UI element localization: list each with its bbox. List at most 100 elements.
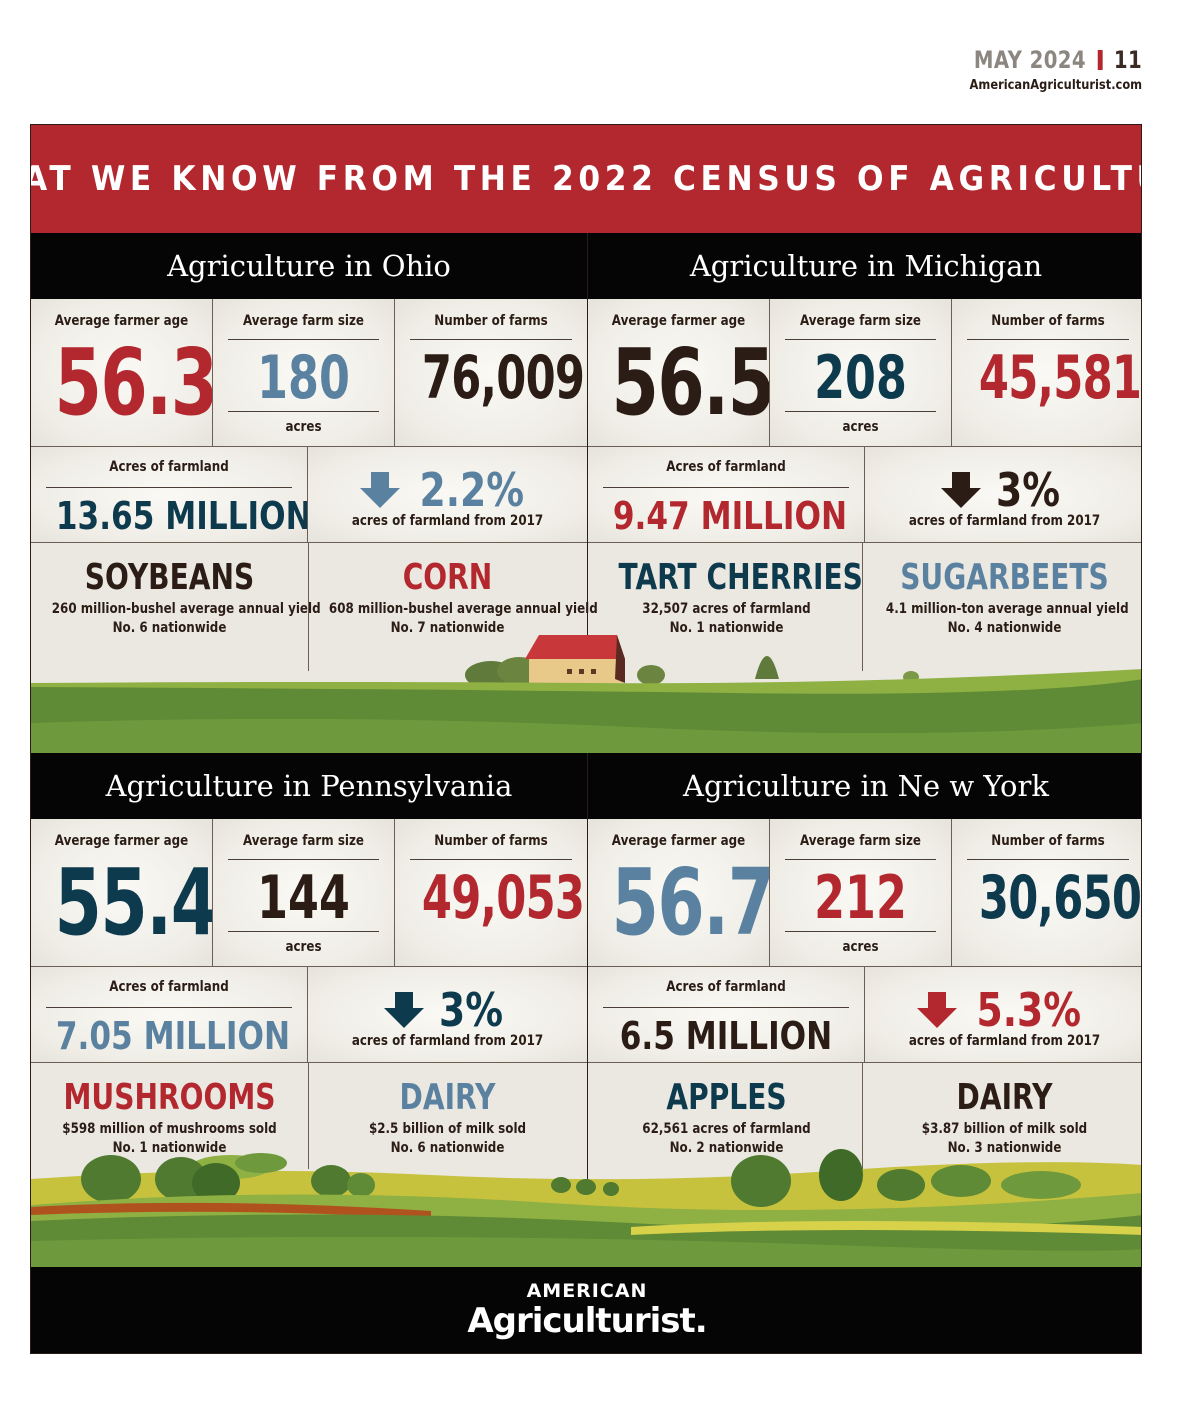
farmland-change-row: 5.3%: [865, 983, 1141, 1037]
divider: [308, 1063, 309, 1169]
top-crop-1: SOYBEANS 260 million-bushel average annu…: [31, 545, 321, 681]
farmland-value: 13.65 MILLION: [55, 494, 308, 538]
rolling-hills-illustration: [31, 1149, 1141, 1267]
farm-size-value: 144: [257, 863, 350, 933]
farm-size-value: 208: [814, 343, 907, 413]
farmland-change-cell: 2.2% acres of farmland from 2017: [308, 447, 587, 543]
number-of-farms-value: 45,581: [978, 343, 1142, 413]
state-header: Agriculture in Michigan: [588, 233, 1141, 299]
number-of-farms-cell: Number of farms 45,581: [952, 299, 1142, 447]
website-link[interactable]: AmericanAgriculturist.com: [969, 78, 1142, 93]
issue-month: MAY 2024: [973, 46, 1086, 74]
crop-name: APPLES: [666, 1077, 787, 1118]
farmland-change-row: 2.2%: [308, 465, 587, 515]
farmland-cell: Acres of farmland 6.5 MILLION: [588, 967, 865, 1063]
down-arrow-icon: [384, 992, 425, 1028]
page-number: 11: [1113, 46, 1142, 74]
divider: [228, 859, 379, 860]
number-of-farms-cell: Number of farms 30,650: [952, 819, 1142, 967]
top-crop-2: CORN 608 million-bushel average annual y…: [308, 545, 598, 681]
farm-size-label: Average farm size: [242, 313, 365, 329]
footer: AMERICAN Agriculturist.: [31, 1267, 1141, 1353]
farmland-value: 7.05 MILLION: [55, 1014, 291, 1058]
crop-name: DAIRY: [399, 1077, 496, 1118]
acres-unit: acres: [842, 419, 879, 435]
state-michigan: Agriculture in Michigan Average farmer a…: [587, 233, 1142, 753]
farmer-age-value: 56.5: [611, 329, 770, 436]
crop-name: CORN: [402, 557, 493, 598]
farmland-change-label: acres of farmland from 2017: [908, 513, 1101, 529]
number-of-farms-label: Number of farms: [991, 313, 1105, 329]
farmland-cell: Acres of farmland 7.05 MILLION: [31, 967, 308, 1063]
state-new-york: Agriculture in Ne w York Average farmer …: [587, 753, 1142, 1273]
divider: [785, 339, 936, 340]
number-of-farms-label: Number of farms: [434, 313, 548, 329]
number-of-farms-cell: Number of farms 76,009: [395, 299, 587, 447]
farmland-change-value: 3%: [439, 983, 504, 1037]
crop-rank: No. 6 nationwide: [112, 620, 227, 636]
farmland-change-cell: 3% acres of farmland from 2017: [865, 447, 1141, 543]
farmland-value: 9.47 MILLION: [612, 494, 848, 538]
top-crop-1: TART CHERRIES 32,507 acres of farmland N…: [588, 545, 865, 681]
divider: [862, 543, 863, 671]
american-agriculturist-logo[interactable]: AMERICAN Agriculturist.: [31, 1281, 1141, 1341]
state-title: Agriculture in Pennsylvania: [105, 769, 513, 803]
number-of-farms-label: Number of farms: [434, 833, 548, 849]
issue-line: MAY 2024 11: [974, 46, 1142, 74]
farm-size-value: 180: [257, 343, 350, 413]
infographic-frame: WHAT WE KNOW FROM THE 2022 CENSUS OF AGR…: [30, 124, 1142, 1354]
crop-rank: No. 1 nationwide: [669, 620, 784, 636]
farmland-label: Acres of farmland: [666, 459, 786, 475]
farmer-age-value: 55.4: [54, 849, 213, 956]
farmland-change-label: acres of farmland from 2017: [351, 513, 544, 529]
farmland-value: 6.5 MILLION: [619, 1014, 833, 1058]
farmland-change-row: 3%: [865, 465, 1141, 515]
crop-detail: 62,561 acres of farmland: [642, 1121, 811, 1137]
farmland-change-value: 5.3%: [976, 983, 1081, 1037]
crop-name: TART CHERRIES: [618, 557, 863, 598]
top-crop-1: APPLES 62,561 acres of farmland No. 2 na…: [588, 1065, 865, 1201]
divider: [308, 543, 309, 671]
down-arrow-icon: [916, 992, 957, 1028]
farmland-change-value: 2.2%: [419, 463, 524, 517]
crop-rank: No. 6 nationwide: [390, 1140, 505, 1156]
top-crop-2: SUGARBEETS 4.1 million-ton average annua…: [865, 545, 1141, 681]
farmer-age-cell: Average farmer age 55.4: [31, 819, 213, 967]
state-header: Agriculture in Ne w York: [588, 753, 1141, 819]
crop-detail: 608 million-bushel average annual yield: [328, 601, 598, 617]
state-header: Agriculture in Pennsylvania: [31, 753, 587, 819]
farm-size-label: Average farm size: [242, 833, 365, 849]
down-arrow-icon: [941, 472, 982, 508]
section-top: Agriculture in Ohio Average farmer age 5…: [31, 233, 1142, 753]
crop-rank: No. 3 nationwide: [947, 1140, 1062, 1156]
crop-name: MUSHROOMS: [63, 1077, 276, 1118]
separator-bar: [1097, 50, 1103, 70]
farm-size-cell: Average farm size 144 acres: [213, 819, 395, 967]
farm-landscape-illustration: [31, 635, 1141, 753]
top-crop-2: DAIRY $2.5 billion of milk sold No. 6 na…: [308, 1065, 587, 1201]
farmland-change-cell: 3% acres of farmland from 2017: [308, 967, 587, 1063]
number-of-farms-value: 30,650: [978, 863, 1142, 933]
crop-detail: 32,507 acres of farmland: [642, 601, 811, 617]
crop-rank: No. 1 nationwide: [112, 1140, 227, 1156]
crop-detail: $598 million of mushrooms sold: [62, 1121, 277, 1137]
state-title: Agriculture in Ohio: [167, 249, 451, 283]
farmland-cell: Acres of farmland 9.47 MILLION: [588, 447, 865, 543]
farmer-age-cell: Average farmer age 56.5: [588, 299, 770, 447]
crop-name: SOYBEANS: [84, 557, 255, 598]
page-header: MAY 2024 11 AmericanAgriculturist.com: [937, 46, 1142, 93]
banner-title: WHAT WE KNOW FROM THE 2022 CENSUS OF AGR…: [31, 159, 1141, 199]
crop-name: SUGARBEETS: [900, 557, 1109, 598]
farmland-label: Acres of farmland: [666, 979, 786, 995]
crop-rank: No. 7 nationwide: [390, 620, 505, 636]
state-ohio: Agriculture in Ohio Average farmer age 5…: [31, 233, 598, 753]
state-title: Agriculture in Michigan: [689, 249, 1043, 283]
number-of-farms-label: Number of farms: [991, 833, 1105, 849]
farm-size-label: Average farm size: [799, 833, 922, 849]
state-pennsylvania: Agriculture in Pennsylvania Average farm…: [31, 753, 587, 1273]
crop-rank: No. 4 nationwide: [947, 620, 1062, 636]
divider: [785, 859, 936, 860]
divider: [410, 859, 572, 860]
divider: [603, 1007, 849, 1008]
crop-detail: 4.1 million-ton average annual yield: [885, 601, 1129, 617]
